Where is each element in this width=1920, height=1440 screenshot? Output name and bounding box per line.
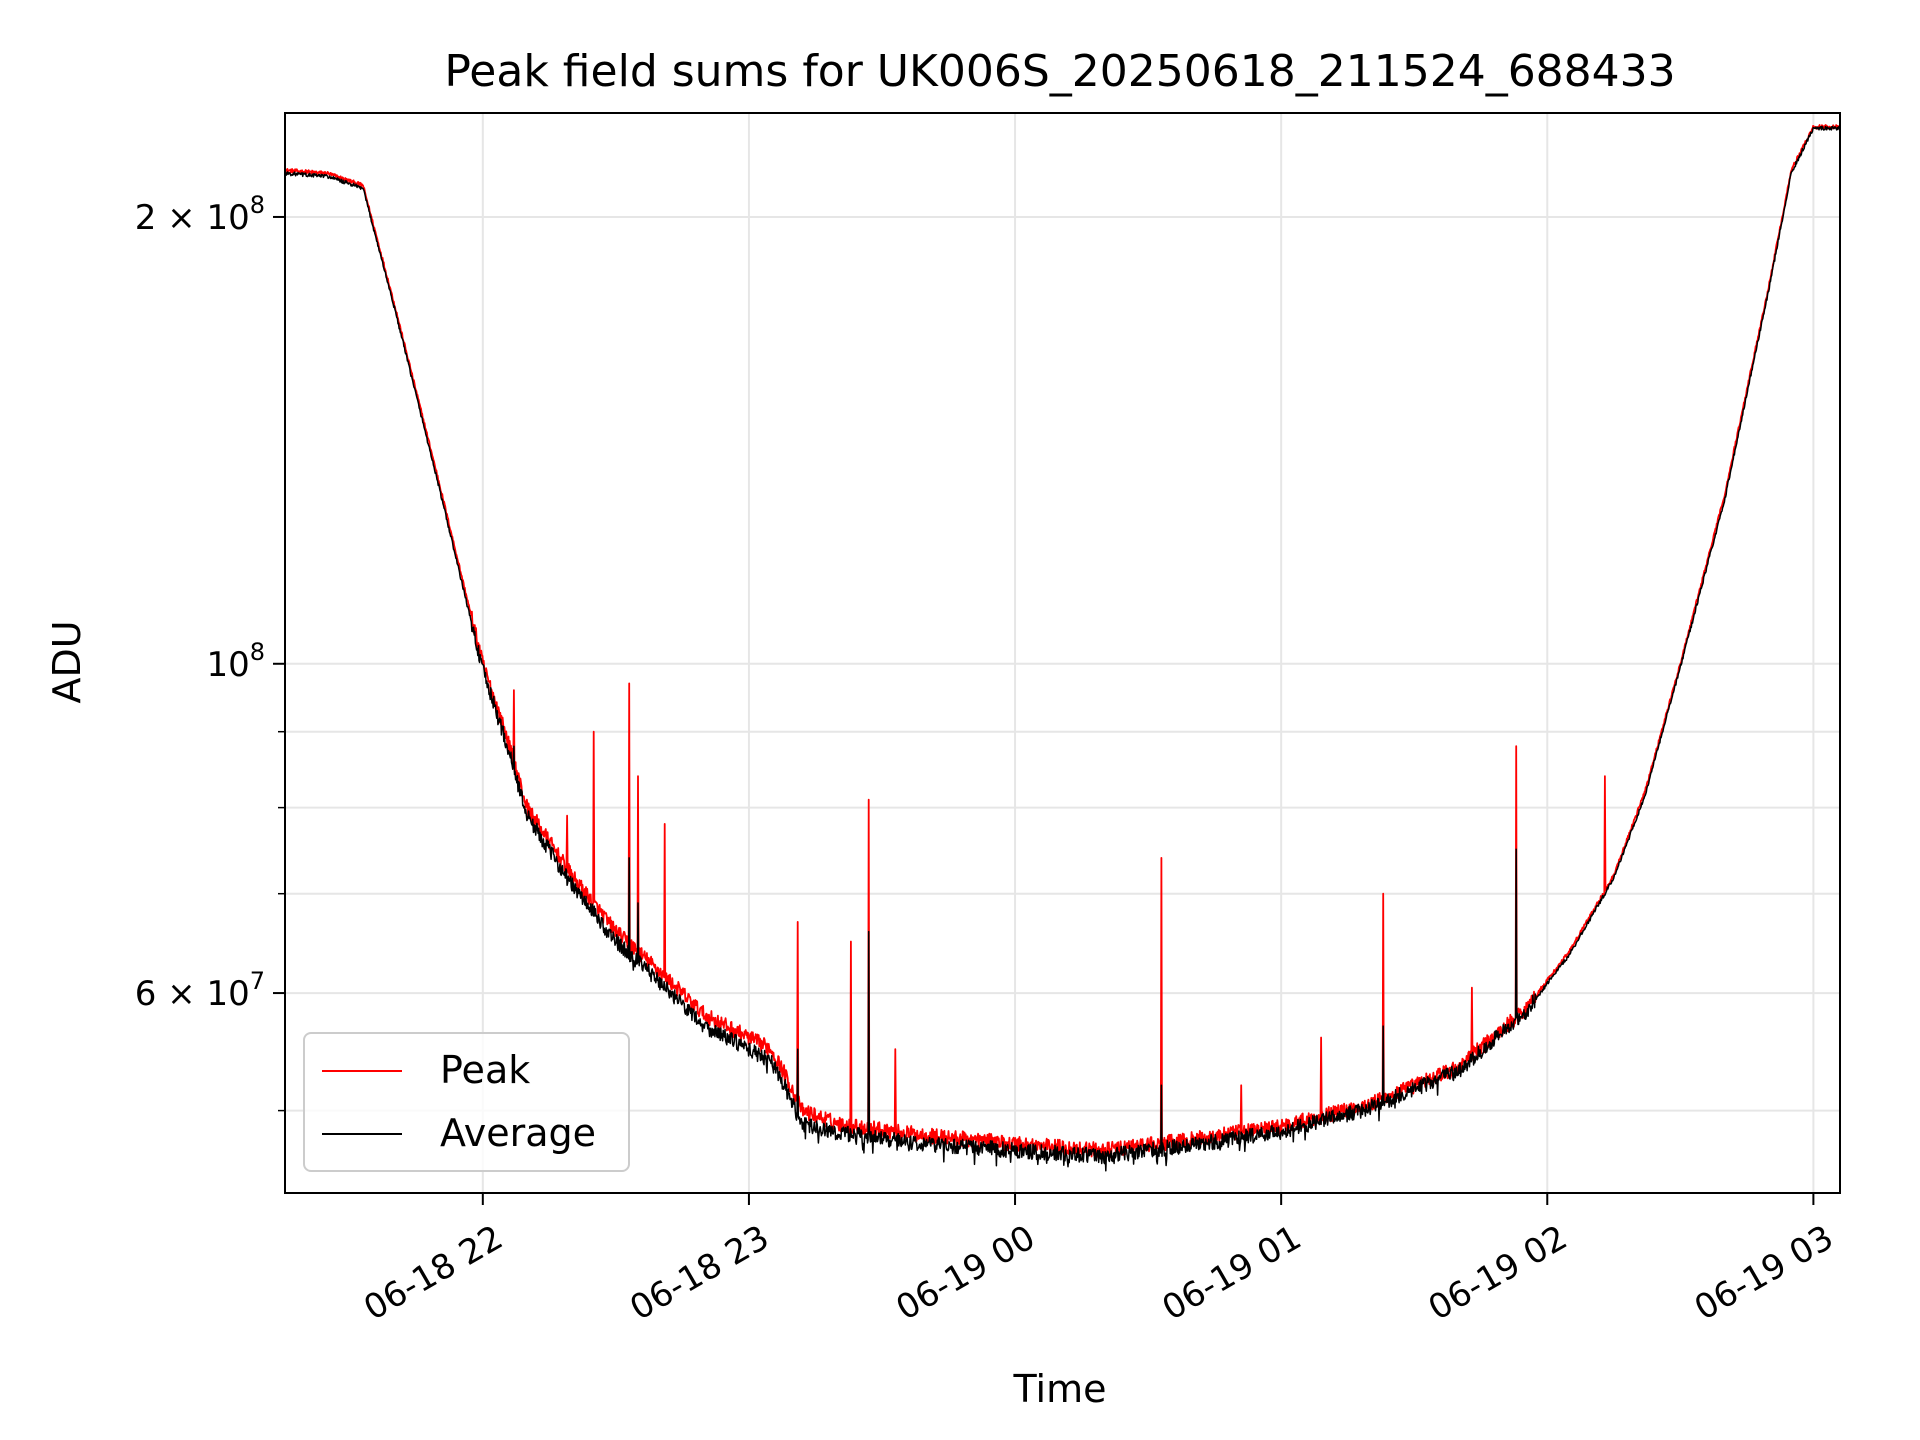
- legend-peak-label: Peak: [440, 1048, 530, 1092]
- y-tick-label: 6 × 107: [135, 967, 265, 1014]
- average-series-line: [284, 125, 1841, 1172]
- legend-average-label: Average: [440, 1111, 596, 1155]
- y-tick-label: 2 × 108: [135, 191, 265, 238]
- y-axis-label: ADU: [45, 620, 89, 703]
- series-lines: [284, 124, 1841, 1172]
- chart-title: Peak field sums for UK006S_20250618_2115…: [444, 46, 1675, 97]
- plot-frame: [284, 112, 1841, 1194]
- legend-box: [303, 1032, 630, 1172]
- axis-ticks: [273, 215, 1815, 1205]
- grid: [285, 113, 1840, 1193]
- y-tick-labels: 2 × 108 108 6 × 107: [135, 191, 265, 1014]
- y-tick-label: 108: [206, 638, 265, 685]
- x-axis-label: Time: [1013, 1367, 1107, 1411]
- legend: Peak Average: [303, 1032, 630, 1172]
